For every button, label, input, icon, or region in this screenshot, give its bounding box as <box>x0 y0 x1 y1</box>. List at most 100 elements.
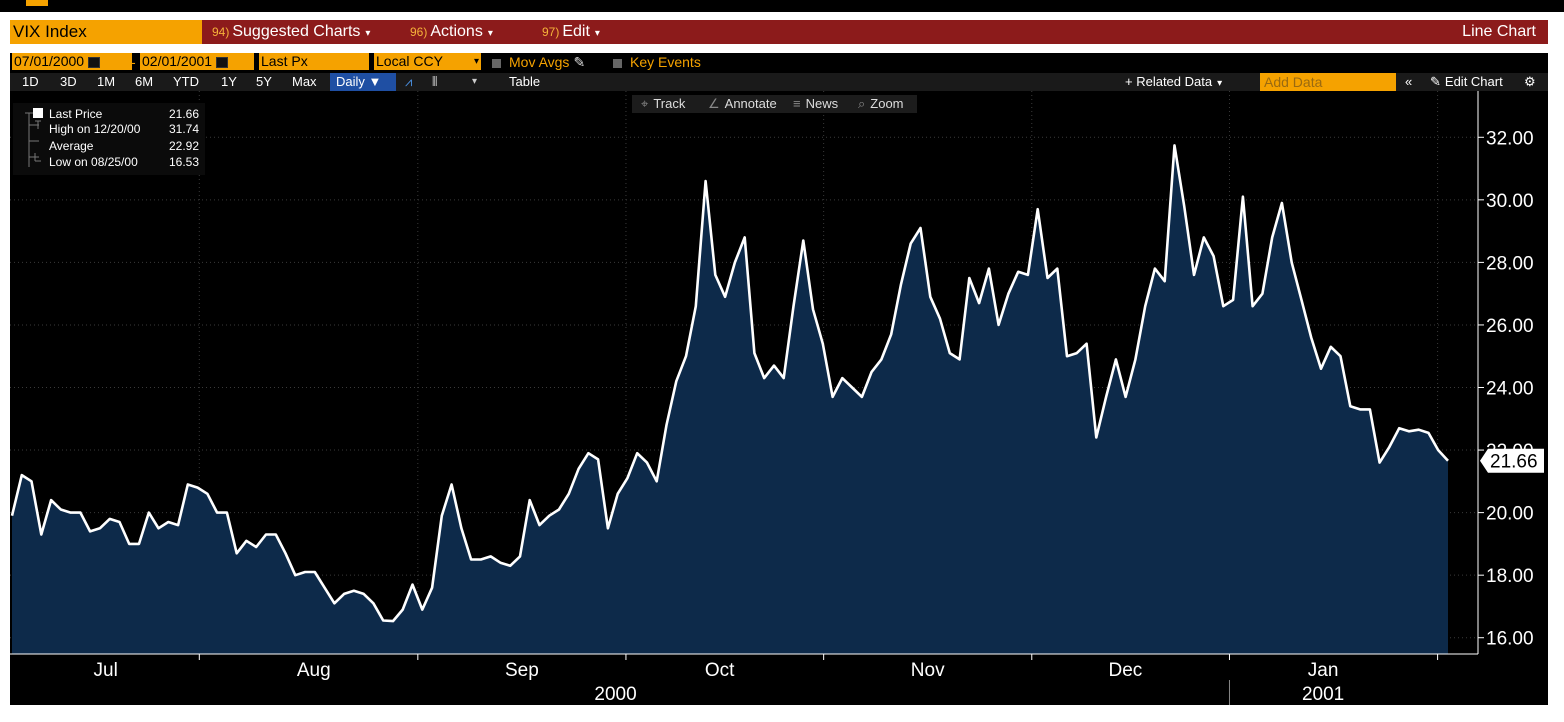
top-strip <box>0 0 1564 12</box>
period-max-button[interactable]: Max <box>292 74 317 89</box>
series-line <box>10 144 1449 623</box>
mov-avgs-toggle[interactable]: Mov Avgs ✎ <box>492 53 585 71</box>
period-5y-button[interactable]: 5Y <box>256 74 272 89</box>
currency-select[interactable]: Local CCY ▾ <box>374 53 481 70</box>
edit-menu[interactable]: 97) Edit ▾ <box>542 20 600 44</box>
series-area <box>12 145 1448 654</box>
actions-menu[interactable]: 96) Actions ▾ <box>410 20 493 44</box>
related-data-button[interactable]: + Related Data ▾ <box>1125 73 1222 91</box>
y-tick-label: 28.00 <box>1486 253 1534 274</box>
x-month-label: Dec <box>1109 660 1143 681</box>
ticker-field[interactable]: VIX Index <box>10 20 202 44</box>
bar-chart-icon[interactable]: ⫴ <box>432 74 438 89</box>
chart-svg: 16.0018.0020.0022.0024.0026.0028.0030.00… <box>10 91 1544 705</box>
suggested-charts-menu[interactable]: 94) Suggested Charts ▾ <box>212 20 370 44</box>
legend-avg-value: 22.92 <box>168 139 199 153</box>
mov-avgs-label: Mov Avgs <box>509 54 570 70</box>
period-ytd-button[interactable]: YTD <box>173 74 199 89</box>
legend-tree-icon <box>25 112 41 167</box>
track-label: Track <box>653 96 686 111</box>
checkbox-icon <box>613 58 622 68</box>
calendar-icon[interactable] <box>216 56 229 68</box>
y-tick-label: 18.00 <box>1486 566 1534 587</box>
y-tick-label: 16.00 <box>1486 629 1534 650</box>
function-badge <box>26 0 48 6</box>
start-date-field[interactable]: 07/01/2000 <box>12 53 132 70</box>
news-button[interactable]: ≡ News <box>793 95 838 113</box>
crosshair-icon: ⌖ <box>641 96 649 111</box>
y-tick-label: 24.00 <box>1486 379 1534 400</box>
edit-chart-button[interactable]: ✎ Edit Chart <box>1430 73 1503 91</box>
x-year-label: 2000 <box>594 684 636 705</box>
period-3d-button[interactable]: 3D <box>60 74 77 89</box>
y-tick-label: 20.00 <box>1486 504 1534 525</box>
collapse-icon[interactable]: « <box>1405 74 1413 89</box>
checkbox-icon <box>492 58 501 68</box>
y-tick-label: 32.00 <box>1486 128 1534 149</box>
x-month-label: Jul <box>94 660 118 681</box>
end-date-field[interactable]: 02/01/2001 <box>140 53 254 70</box>
chevron-down-icon: ▾ <box>365 28 371 39</box>
last-value-label: 21.66 <box>1490 452 1538 473</box>
chevron-down-icon: ▾ <box>1217 78 1223 89</box>
zoom-label: Zoom <box>870 96 904 111</box>
annotate-label: Annotate <box>724 96 777 111</box>
magnifier-icon: ⌕ <box>858 96 866 111</box>
track-button[interactable]: ⌖ Track <box>641 95 685 113</box>
period-1m-button[interactable]: 1M <box>97 74 116 89</box>
pencil-icon: ✎ <box>1430 74 1441 89</box>
line-chart-icon[interactable]: ⩘ <box>405 74 413 89</box>
menu-number: 97) <box>542 25 560 39</box>
menu-number: 96) <box>410 25 428 39</box>
news-icon: ≡ <box>793 96 801 111</box>
gear-icon[interactable]: ⚙ <box>1524 74 1536 89</box>
table-button[interactable]: Table <box>509 74 541 89</box>
x-month-label: Aug <box>297 660 331 681</box>
zoom-button[interactable]: ⌕ Zoom <box>858 95 904 113</box>
chart-tools-bar <box>632 95 917 113</box>
news-label: News <box>805 96 839 111</box>
calendar-icon[interactable] <box>88 56 101 68</box>
title-bar <box>10 20 1548 44</box>
chevron-down-icon[interactable]: ▾ <box>472 76 478 87</box>
pencil-icon[interactable]: ✎ <box>573 54 586 70</box>
period-6m-button[interactable]: 6M <box>135 74 154 89</box>
key-events-label: Key Events <box>630 54 701 70</box>
related-data-label: + Related Data <box>1125 74 1213 89</box>
period-1y-button[interactable]: 1Y <box>221 74 237 89</box>
x-year-label: 2001 <box>1302 684 1344 705</box>
chart-type-label: Line Chart <box>1462 23 1536 40</box>
menu-number: 94) <box>212 25 230 39</box>
edit-chart-label: Edit Chart <box>1444 74 1503 89</box>
menu-label: Edit <box>562 23 590 40</box>
legend-color-swatch <box>33 108 43 118</box>
add-data-input[interactable]: Add Data <box>1260 73 1396 91</box>
annotate-button[interactable]: ∠ Annotate <box>708 95 777 113</box>
menu-label: Actions <box>430 23 483 40</box>
legend-avg-label: Average <box>49 139 94 153</box>
legend-low-label: Low on 08/25/00 <box>49 155 138 169</box>
x-month-label: Oct <box>705 660 735 681</box>
date-separator: - <box>131 54 136 70</box>
y-tick-label: 26.00 <box>1486 316 1534 337</box>
x-month-label: Jan <box>1308 660 1339 681</box>
x-month-label: Sep <box>505 660 539 681</box>
start-date-value: 07/01/2000 <box>14 53 85 69</box>
x-month-label: Nov <box>911 660 945 681</box>
chevron-down-icon: ▾ <box>487 28 493 39</box>
chevron-down-icon: ▾ <box>594 28 600 39</box>
currency-value: Local CCY <box>376 53 443 69</box>
menu-label: Suggested Charts <box>232 23 361 40</box>
key-events-toggle[interactable]: Key Events <box>613 53 701 71</box>
chart-area: 16.0018.0020.0022.0024.0026.0028.0030.00… <box>10 91 1548 705</box>
y-tick-label: 30.00 <box>1486 191 1534 212</box>
frequency-select[interactable]: Daily ▼ <box>330 73 396 91</box>
legend-last-label: Last Price <box>49 107 103 121</box>
price-field-select[interactable]: Last Px <box>259 53 369 70</box>
last-value-marker <box>1480 448 1544 473</box>
legend-low-value: 16.53 <box>168 155 199 169</box>
period-1d-button[interactable]: 1D <box>22 74 39 89</box>
chevron-down-icon: ▾ <box>473 56 479 67</box>
legend-high-value: 31.74 <box>168 122 199 136</box>
legend-high-label: High on 12/20/00 <box>49 122 141 136</box>
